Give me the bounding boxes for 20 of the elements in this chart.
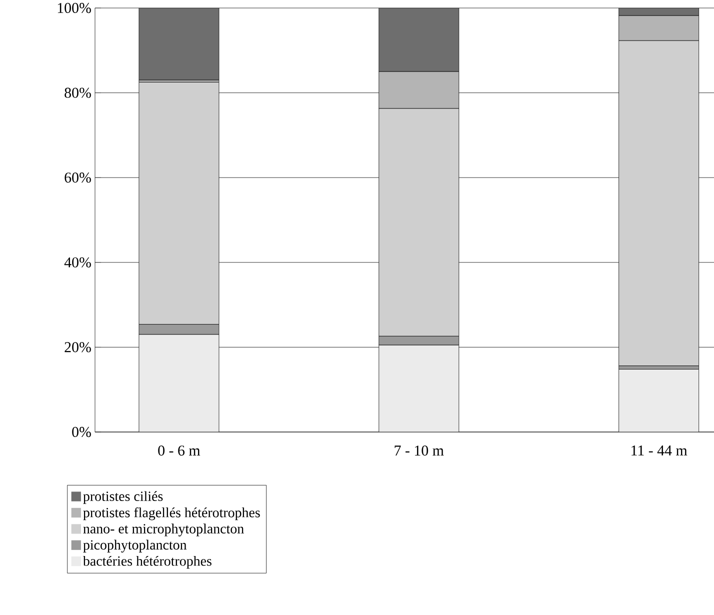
x-tick-label: 11 - 44 m bbox=[632, 446, 688, 456]
legend-label: picophytoplancton bbox=[83, 540, 187, 552]
bar bbox=[618, 369, 700, 432]
bar bbox=[138, 334, 220, 432]
legend-label: bactéries hétérotrophes bbox=[82, 556, 212, 569]
legend-label: protistes flagellés hétérotrophes bbox=[83, 507, 260, 520]
y-tick-label: 60% bbox=[64, 172, 91, 183]
legend-label: protistes ciliés bbox=[83, 491, 163, 504]
y-tick-label: 80% bbox=[64, 88, 91, 98]
y-tick-label: 0% bbox=[72, 426, 91, 438]
bar bbox=[378, 344, 460, 432]
bar bbox=[378, 8, 460, 72]
bar bbox=[618, 8, 700, 16]
legend-label: nano- et microphytoplancton bbox=[83, 524, 244, 536]
x-tick-label: 0 - 6 m bbox=[158, 446, 200, 456]
y-tick-label: 100% bbox=[58, 2, 91, 14]
x-tick-label: 7 - 10 m bbox=[394, 446, 444, 456]
bar bbox=[138, 8, 220, 80]
y-tick-label: 20% bbox=[64, 342, 91, 352]
y-tick-label: 40% bbox=[64, 257, 91, 268]
